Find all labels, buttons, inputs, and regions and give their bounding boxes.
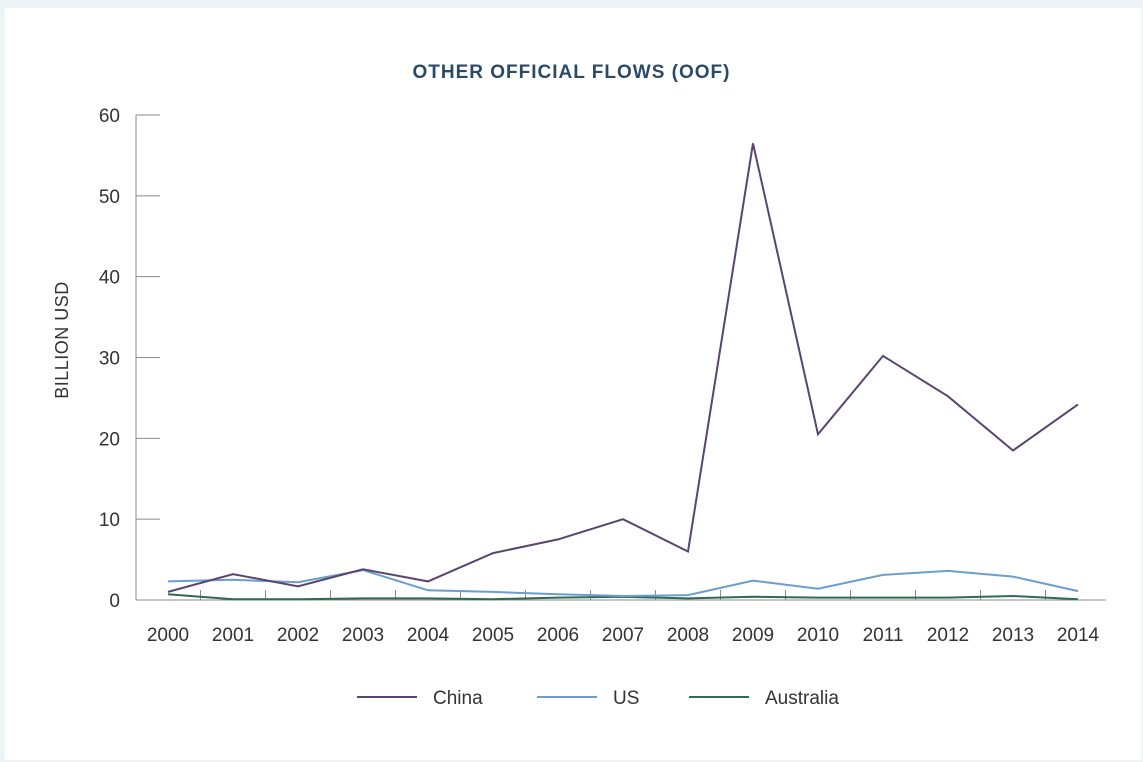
x-tick-label: 2011: [863, 625, 904, 646]
y-tick-label: 0: [109, 591, 120, 612]
legend-label-australia: Australia: [765, 688, 839, 709]
x-tick-label: 2006: [537, 625, 579, 646]
y-tick-labels: 0 10 20 30 40 50 60: [99, 106, 120, 612]
y-tick-label: 30: [99, 349, 120, 370]
y-tick-label: 40: [99, 268, 120, 289]
x-tick-label: 2002: [277, 625, 319, 646]
x-tick-label: 2005: [472, 625, 514, 646]
x-tick-labels: 2000 2001 2002 2003 2004 2005 2006 2007 2008 2009…: [147, 625, 1100, 646]
x-tick-label: 2001: [212, 625, 254, 646]
chart-card: [5, 8, 1141, 760]
x-tick-label: 2000: [147, 625, 189, 646]
x-tick-label: 2003: [342, 625, 384, 646]
axes: [135, 114, 1106, 601]
x-tick-label: 2013: [992, 625, 1034, 646]
y-tick-label: 50: [99, 187, 120, 208]
y-tick-label: 10: [99, 510, 120, 531]
x-tick-label: 2012: [927, 625, 969, 646]
y-axis-label: BILLION USD: [52, 281, 72, 399]
chart-title: OTHER OFFICIAL FLOWS (OOF): [412, 62, 731, 83]
legend: China US Australia: [357, 688, 839, 709]
x-tick-label: 2004: [407, 625, 450, 646]
legend-label-us: US: [613, 688, 639, 709]
series-line-china: [167, 143, 1079, 593]
x-tick-label: 2010: [797, 625, 839, 646]
y-tick-label: 60: [99, 106, 120, 127]
x-tick-label: 2008: [667, 625, 709, 646]
legend-label-china: China: [433, 688, 483, 709]
y-tick-label: 20: [99, 429, 120, 450]
x-tick-label: 2009: [732, 625, 774, 646]
series-line-us: [167, 569, 1079, 598]
series-lines: [167, 143, 1079, 601]
x-tick-label: 2007: [602, 625, 644, 646]
x-tick-label: 2014: [1057, 625, 1100, 646]
